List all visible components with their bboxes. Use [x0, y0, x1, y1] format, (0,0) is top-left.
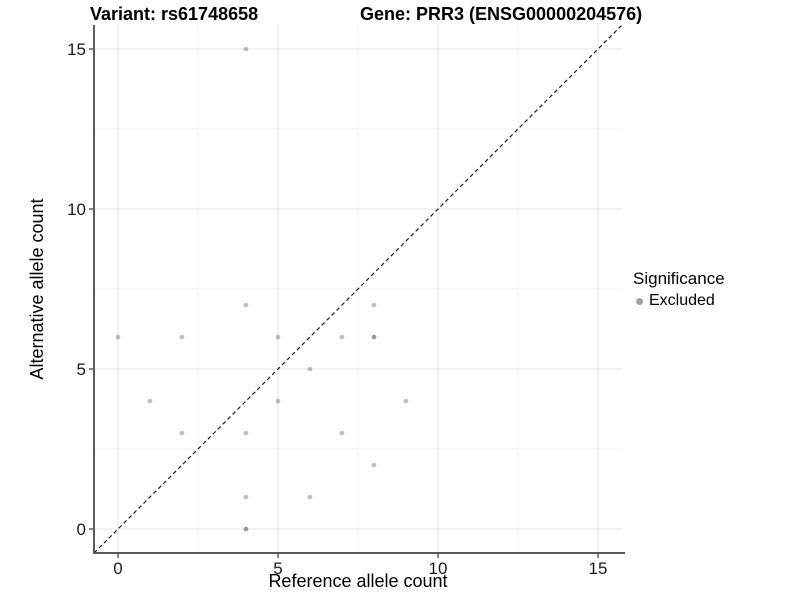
- data-point: [179, 334, 185, 340]
- data-point: [339, 334, 345, 340]
- data-point: [243, 302, 249, 308]
- y-tick-labels: 0 5 10 15: [67, 40, 86, 539]
- data-point: [307, 494, 313, 500]
- data-point: [371, 302, 377, 308]
- y-tick-label: 0: [77, 520, 86, 539]
- data-point: [243, 526, 249, 532]
- data-point: [371, 462, 377, 468]
- plot-title-variant: Variant: rs61748658: [90, 4, 259, 24]
- data-point: [275, 398, 281, 404]
- data-point: [371, 334, 377, 340]
- excluded-point-swatch: [636, 297, 643, 305]
- legend-title: Significance: [633, 269, 725, 288]
- identity-line: [93, 24, 623, 554]
- data-point: [339, 430, 345, 436]
- x-tick-label: 15: [589, 559, 608, 578]
- data-points: [115, 46, 409, 532]
- x-tick-label: 0: [113, 559, 122, 578]
- data-point: [275, 334, 281, 340]
- y-tick-label: 5: [77, 360, 86, 379]
- data-point: [371, 334, 377, 340]
- data-point: [243, 46, 249, 52]
- x-tick-labels: 0 5 10 15: [113, 559, 607, 578]
- x-tick-label: 5: [273, 559, 282, 578]
- legend: Significance Excluded: [633, 269, 725, 310]
- data-point: [243, 494, 249, 500]
- axis-tick-marks: [89, 48, 599, 558]
- legend-item-label: Excluded: [649, 292, 715, 309]
- data-point: [307, 366, 313, 372]
- data-point: [243, 430, 249, 436]
- data-point: [115, 334, 121, 340]
- y-tick-label: 10: [67, 200, 86, 219]
- data-point: [403, 398, 409, 404]
- grid-major: [94, 25, 622, 553]
- x-tick-label: 10: [429, 559, 448, 578]
- plot-title-gene: Gene: PRR3 (ENSG00000204576): [360, 4, 643, 24]
- grid-minor: [94, 25, 622, 553]
- data-point: [243, 526, 249, 532]
- data-point: [147, 398, 153, 404]
- y-tick-label: 15: [67, 40, 86, 59]
- y-axis-title: Alternative allele count: [27, 198, 47, 380]
- legend-item-excluded: Excluded: [633, 292, 725, 310]
- x-axis-title: Reference allele count: [268, 571, 448, 591]
- data-point: [179, 430, 185, 436]
- axis-lines: [93, 25, 625, 554]
